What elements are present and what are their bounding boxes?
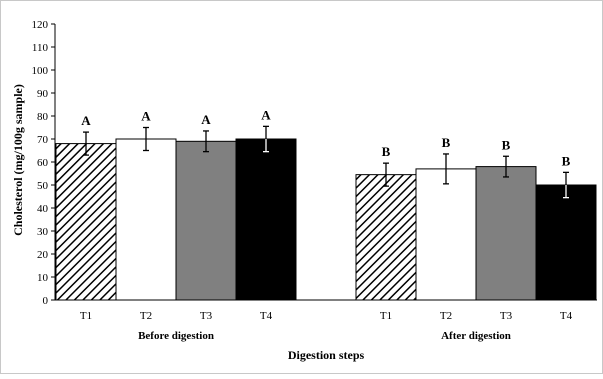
group-label: After digestion	[441, 330, 511, 342]
significance-letter: B	[502, 137, 511, 152]
y-tick-label: 80	[37, 111, 49, 123]
bar-series: A A A A B B B B	[55, 107, 597, 301]
y-tick-label: 30	[37, 226, 49, 238]
bar	[235, 138, 297, 301]
x-tick-label: T4	[260, 310, 273, 322]
bar	[175, 140, 237, 301]
significance-letter: A	[141, 109, 151, 124]
bar	[535, 184, 597, 301]
y-axis-ticks: 0 10 20 30 40 50 60 70 80 90 100 110 120	[32, 19, 55, 307]
significance-letter: A	[81, 113, 91, 128]
bar	[475, 166, 537, 301]
y-tick-label: 20	[37, 249, 49, 261]
y-tick-label: 0	[43, 295, 49, 307]
bar	[55, 143, 117, 301]
significance-letter: B	[382, 144, 391, 159]
x-tick-label: T1	[380, 310, 392, 322]
y-tick-label: 40	[37, 203, 49, 215]
x-axis-labels: T1 T2 T3 T4 Before digestion T1 T2 T3 T4 After di…	[80, 310, 573, 342]
x-tick-label: T3	[200, 310, 213, 322]
x-tick-label: T3	[500, 310, 513, 322]
x-axis-title: Digestion steps	[288, 348, 365, 362]
y-tick-label: 90	[37, 88, 49, 100]
significance-letter: B	[442, 135, 451, 150]
y-tick-label: 50	[37, 180, 49, 192]
y-tick-label: 10	[37, 272, 49, 284]
x-tick-label: T4	[560, 310, 573, 322]
y-tick-label: 120	[32, 19, 49, 31]
bar	[115, 138, 177, 301]
y-tick-label: 100	[32, 65, 49, 77]
bar	[415, 168, 477, 301]
group-label: Before digestion	[138, 330, 214, 342]
y-tick-label: 60	[37, 157, 49, 169]
x-tick-label: T1	[80, 310, 92, 322]
significance-letter: A	[261, 107, 271, 122]
y-tick-label: 70	[37, 134, 49, 146]
axes	[54, 24, 597, 301]
x-tick-label: T2	[440, 310, 452, 322]
significance-letter: A	[201, 112, 211, 127]
significance-letter: B	[562, 153, 571, 168]
x-tick-label: T2	[140, 310, 152, 322]
y-tick-label: 110	[32, 42, 49, 54]
bar	[355, 174, 417, 301]
y-axis-title: Cholesterol (mg/100g sample)	[11, 84, 25, 236]
